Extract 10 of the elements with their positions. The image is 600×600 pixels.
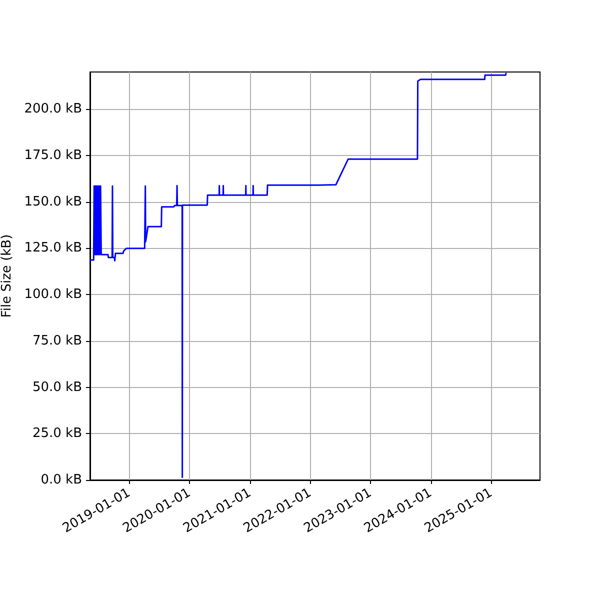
y-tick-label: 200.0 kB xyxy=(24,102,82,117)
y-tick-label: 150.0 kB xyxy=(24,194,82,210)
y-tick-label: 100.0 kB xyxy=(24,287,82,302)
y-tick-label: 175.0 kB xyxy=(24,148,82,163)
y-tick-label: 50.0 kB xyxy=(32,380,82,395)
y-axis-title: File Size (kB) xyxy=(0,234,14,318)
y-tick-label: 25.0 kB xyxy=(32,426,82,442)
y-tick-label: 75.0 kB xyxy=(32,333,82,348)
y-tick-label: 0.0 kB xyxy=(40,472,82,488)
y-tick-label: 125.0 kB xyxy=(24,240,82,256)
